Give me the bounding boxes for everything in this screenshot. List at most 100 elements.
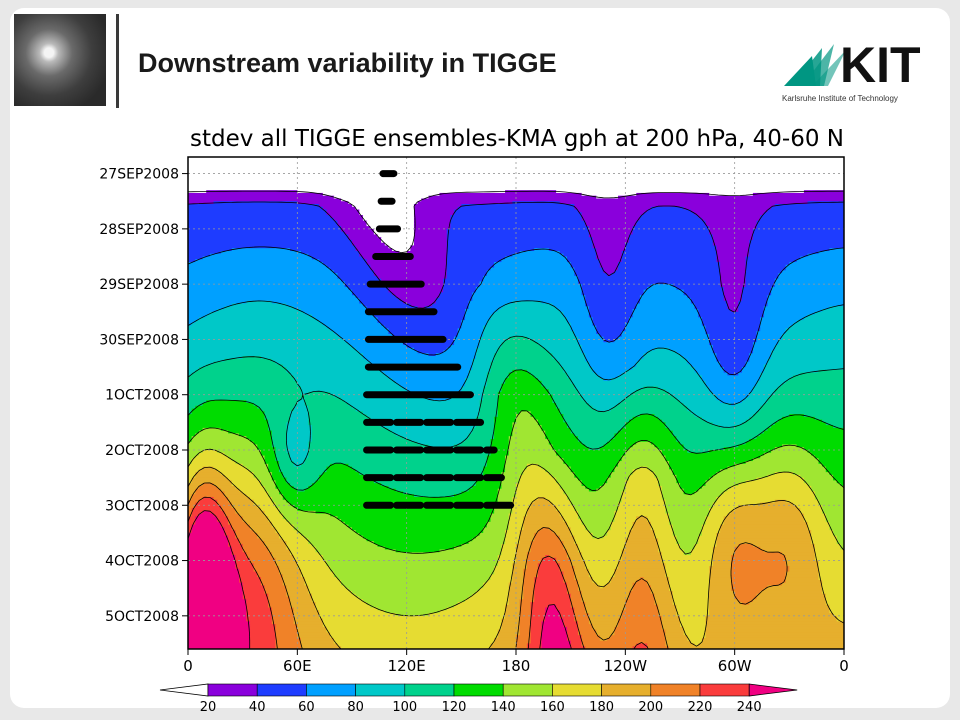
contour-band-cell <box>581 215 641 219</box>
contour-band-cell <box>523 585 535 589</box>
contour-band-cell <box>308 405 353 410</box>
contour-band-cell <box>311 430 393 434</box>
contour-band-cell <box>709 579 732 584</box>
contour-band-cell <box>526 508 557 512</box>
contour-band-cell <box>567 496 623 501</box>
contour-band-cell <box>516 485 561 490</box>
contour-band-cell <box>570 466 615 470</box>
contour-band-cell <box>665 571 710 575</box>
contour-band-cell <box>552 397 583 401</box>
colorbar-low-arrow <box>159 683 209 697</box>
contour-band-cell <box>647 466 670 470</box>
contour-band-cell <box>749 416 783 421</box>
contour-band-cell <box>275 452 291 457</box>
contour-band-cell <box>709 590 736 595</box>
contour-band-cell <box>610 474 630 479</box>
contour-band-cell <box>537 563 561 567</box>
contour-band-cell <box>552 474 575 479</box>
contour-band-cell <box>359 250 400 255</box>
contour-band-cell <box>224 306 295 310</box>
colorbar-label: 40 <box>249 700 266 715</box>
contour-band-cell <box>588 306 637 310</box>
contour-band-cell <box>654 596 674 600</box>
contour-band-cell <box>300 391 309 396</box>
contour-band-cell <box>319 259 368 263</box>
contour-band-cell <box>188 267 331 271</box>
contour-band-cell <box>297 560 328 564</box>
contour-band-cell <box>494 571 513 575</box>
contour-band-cell <box>293 557 324 562</box>
contour-band-cell <box>388 289 444 294</box>
contour-band-cell <box>720 281 747 285</box>
contour-band-cell <box>483 389 503 393</box>
contour-band-cell <box>249 557 277 562</box>
contour-band-cell <box>512 427 543 432</box>
contour-band-cell <box>366 358 473 363</box>
colorbar-label: 160 <box>540 700 565 715</box>
contour-band-cell <box>785 577 820 581</box>
contour-band-cell <box>690 209 769 213</box>
contour-band-cell <box>188 311 211 316</box>
contour-band-cell <box>709 613 834 617</box>
contour-band-cell <box>519 250 561 255</box>
contour-band-cell <box>242 491 269 495</box>
contour-band-cell <box>413 347 448 352</box>
contour-band-cell <box>723 292 743 296</box>
contour-band-cell <box>661 496 718 501</box>
contour-band-cell <box>381 278 444 282</box>
contour-band-cell <box>413 212 455 216</box>
contour-band-cell <box>577 549 623 553</box>
contour-band-cell <box>767 297 844 302</box>
contour-band-cell <box>293 405 309 410</box>
contour-band-cell <box>271 521 291 526</box>
contour-band-cell <box>268 425 287 429</box>
contour-band-cell <box>577 629 597 634</box>
colorbar-label: 120 <box>442 700 467 715</box>
contour-band-cell <box>268 463 280 468</box>
contour-band-cell <box>381 239 415 244</box>
contour-band-cell <box>534 588 568 592</box>
contour-band-cell <box>720 469 827 473</box>
contour-band-cell <box>293 485 309 490</box>
contour-band-cell <box>523 568 539 573</box>
contour-band-cell <box>355 593 473 598</box>
contour-band-cell <box>468 433 495 437</box>
contour-band-cell <box>512 563 528 567</box>
contour-band-cell <box>567 555 583 559</box>
contour-band-cell <box>446 607 506 611</box>
contour-band-cell <box>672 532 703 537</box>
contour-band-cell <box>577 546 626 551</box>
contour-band-cell <box>217 519 229 523</box>
contour-band-cell <box>501 259 568 263</box>
contour-band-cell <box>516 483 561 487</box>
contour-band-cell <box>231 458 266 462</box>
contour-band-cell <box>818 250 844 255</box>
contour-band-cell <box>596 331 623 335</box>
contour-band-cell <box>188 483 204 487</box>
contour-band-cell <box>213 361 277 365</box>
contour-band-cell <box>322 557 499 562</box>
contour-band-cell <box>782 383 844 388</box>
contour-band-cell <box>468 303 506 307</box>
contour-band-cell <box>701 217 761 222</box>
contour-band-cell <box>822 505 844 509</box>
contour-band-cell <box>534 590 568 595</box>
contour-band-cell <box>505 530 521 534</box>
contour-band-cell <box>530 602 572 606</box>
contour-band-cell <box>483 472 503 476</box>
contour-band-cell <box>581 217 641 222</box>
contour-band-cell <box>712 563 732 567</box>
contour-band-cell <box>654 474 677 479</box>
contour-band-cell <box>636 361 688 365</box>
page-title: Downstream variability in TIGGE <box>138 48 557 78</box>
contour-band-cell <box>505 378 539 382</box>
contour-band-cell <box>607 530 630 534</box>
contour-band-cell <box>501 618 521 622</box>
contour-band-cell <box>610 472 634 476</box>
contour-band-cell <box>479 281 579 285</box>
contour-band-cell <box>574 535 594 540</box>
contour-band-cell <box>279 571 302 575</box>
contour-band-cell <box>242 546 269 551</box>
contour-band-cell <box>366 220 415 224</box>
contour-band-cell <box>202 427 222 432</box>
